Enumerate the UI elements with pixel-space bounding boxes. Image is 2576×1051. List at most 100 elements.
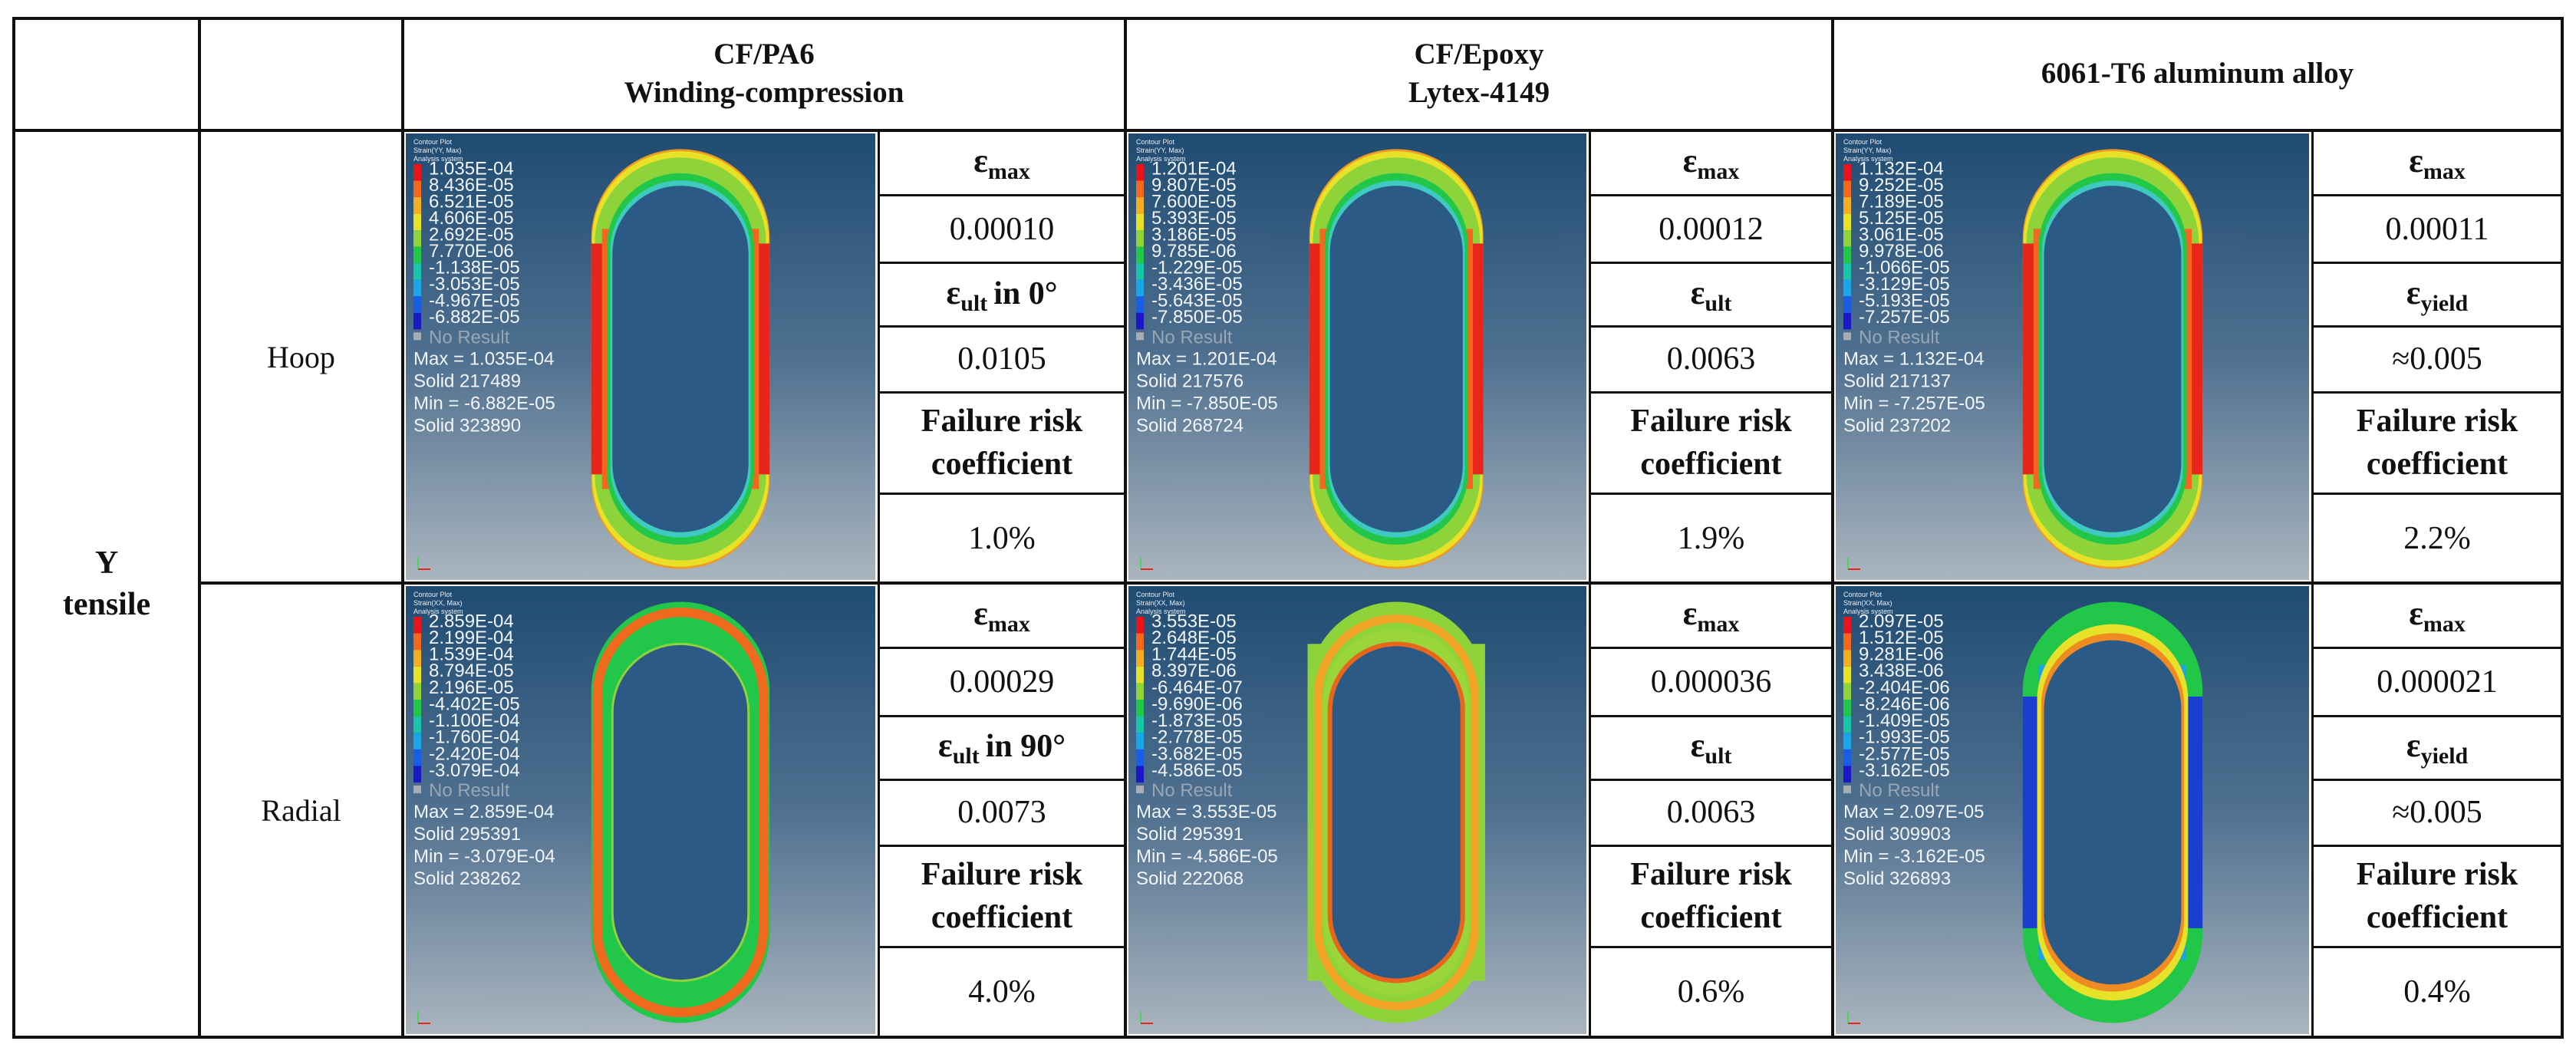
plot-min: Min = -7.850E-05 [1136, 393, 1278, 413]
failure-risk-line1: Failure risk [921, 857, 1083, 893]
cell-divider [1589, 647, 1833, 650]
cell-divider [2311, 130, 2314, 583]
legend-swatch [413, 716, 421, 733]
ring-hole [612, 644, 749, 981]
epsilon-glyph: ε [2406, 726, 2421, 765]
strain-subscript: max [987, 158, 1030, 184]
cell-divider [2312, 193, 2562, 196]
legend-title: Contour Plot [1136, 591, 1175, 598]
failure-risk-line1: Failure risk [921, 404, 1083, 440]
strain-symbol: εult in 90° [938, 726, 1066, 769]
epsilon-glyph: ε [946, 273, 961, 311]
strain-subscript: max [987, 611, 1030, 637]
no-result-label: No Result [1151, 780, 1233, 801]
contour-plot-image: Contour Plot Strain(XX, Max) Analysis syst… [406, 586, 875, 1034]
failure-risk-line2: coefficient [1640, 900, 1782, 936]
legend-value: -1.100E-04 [429, 710, 520, 731]
legend-swatch [1843, 766, 1851, 783]
contour-plot-image: Contour Plot Strain(XX, Max) Analysis syst… [1128, 586, 1586, 1034]
failure-risk-label: Failure risk coefficient [2312, 845, 2562, 947]
legend-value: -1.993E-05 [1859, 727, 1950, 748]
contour-plot-image: Contour Plot Strain(YY, Max) Analysis syst… [406, 133, 875, 580]
legend-title: Contour Plot [1843, 591, 1883, 598]
legend-title: Contour Plot [413, 138, 453, 146]
plot-min: Min = -3.079E-04 [413, 846, 555, 867]
legend-swatch [413, 279, 421, 297]
cell-divider [878, 844, 1125, 847]
contour-plot-image: Contour Plot Strain(YY, Max) Analysis syst… [1128, 133, 1586, 580]
cell-divider [1589, 778, 1833, 781]
legend-swatch [1843, 230, 1851, 247]
legend-swatch [1843, 246, 1851, 264]
row-label-text: Hoop [267, 339, 335, 374]
legend-swatch [1843, 650, 1851, 667]
failure-risk-value: 1.9% [1677, 520, 1745, 556]
strain-symbol: εmax [2409, 594, 2466, 638]
cell-divider [878, 714, 1125, 717]
plot-max: Max = 1.132E-04 [1843, 348, 1984, 369]
legend-value: -2.577E-05 [1859, 743, 1950, 764]
legend-value: 3.438E-06 [1859, 661, 1944, 681]
legend-title: Analysis system [1843, 155, 1893, 163]
no-result-swatch [1136, 332, 1144, 341]
legend-value: 2.199E-04 [429, 628, 514, 648]
strain-orientation: in 90° [985, 729, 1066, 765]
no-result-swatch [413, 332, 421, 341]
legend-swatch [1136, 246, 1144, 264]
legend-value: 8.397E-06 [1151, 661, 1237, 681]
load-case-line1: Y [94, 545, 119, 581]
legend-value: 9.281E-06 [1859, 644, 1944, 665]
legend-swatch [413, 296, 421, 313]
emax-value: 0.00029 [949, 664, 1055, 700]
cell-divider [878, 946, 1125, 949]
table-border [14, 1036, 2562, 1039]
legend-value: 6.521E-05 [429, 191, 514, 212]
emax-value: 0.00011 [2385, 211, 2489, 247]
legend-value: -6.464E-07 [1151, 677, 1243, 698]
legend-swatch [413, 749, 421, 766]
contour-plot-image: Contour Plot Strain(XX, Max) Analysis syst… [1836, 586, 2309, 1034]
strain-symbol: εyield [2406, 273, 2468, 317]
emax-label: εmax [878, 583, 1125, 648]
legend-swatch [1136, 312, 1144, 330]
legend-title: Contour Plot [1136, 138, 1175, 146]
table-border [12, 17, 15, 1039]
epsilon-glyph: ε [1682, 594, 1698, 632]
no-result-swatch [1843, 786, 1851, 794]
strain-subscript: max [2423, 611, 2466, 637]
plot-max: Max = 1.201E-04 [1136, 348, 1276, 369]
legend-value: -4.402E-05 [429, 694, 520, 714]
row-label: Hoop [199, 130, 403, 583]
emax-label: εmax [1589, 130, 1833, 195]
legend-swatch [1136, 197, 1144, 214]
legend-swatch [1843, 633, 1851, 651]
legend-value: 7.600E-05 [1151, 191, 1237, 212]
strain-subscript: ult [1705, 743, 1732, 769]
failure-risk-line2: coefficient [1640, 446, 1782, 483]
limit-strain-value: 0.0063 [1666, 341, 1756, 377]
epsilon-glyph: ε [2406, 273, 2421, 311]
failure-risk-value: 2.2% [2403, 520, 2471, 556]
epsilon-glyph: ε [973, 594, 988, 632]
strain-symbol: εult in 0° [946, 273, 1057, 317]
legend-title: Strain(XX, Max) [1843, 599, 1892, 607]
legend-value: -5.193E-05 [1859, 291, 1950, 311]
plot-max: Max = 3.553E-05 [1136, 802, 1276, 822]
legend-swatch [413, 213, 421, 231]
legend-value: -3.053E-05 [429, 274, 520, 295]
plot-max: Max = 2.097E-05 [1843, 802, 1984, 822]
legend-value: 1.512E-05 [1859, 628, 1944, 648]
plot-solid-max: Solid 295391 [413, 824, 521, 845]
legend-swatch [1136, 716, 1144, 733]
cell-divider [2312, 262, 2562, 265]
cell-divider [1588, 583, 1591, 1037]
legend-value: 9.785E-06 [1151, 241, 1237, 262]
legend-value: -3.682E-05 [1151, 743, 1243, 764]
cell-divider [2312, 946, 2562, 949]
ring-warm-zone [1464, 229, 1474, 489]
legend-value: -3.436E-05 [1151, 274, 1243, 295]
table-border [199, 582, 2562, 585]
